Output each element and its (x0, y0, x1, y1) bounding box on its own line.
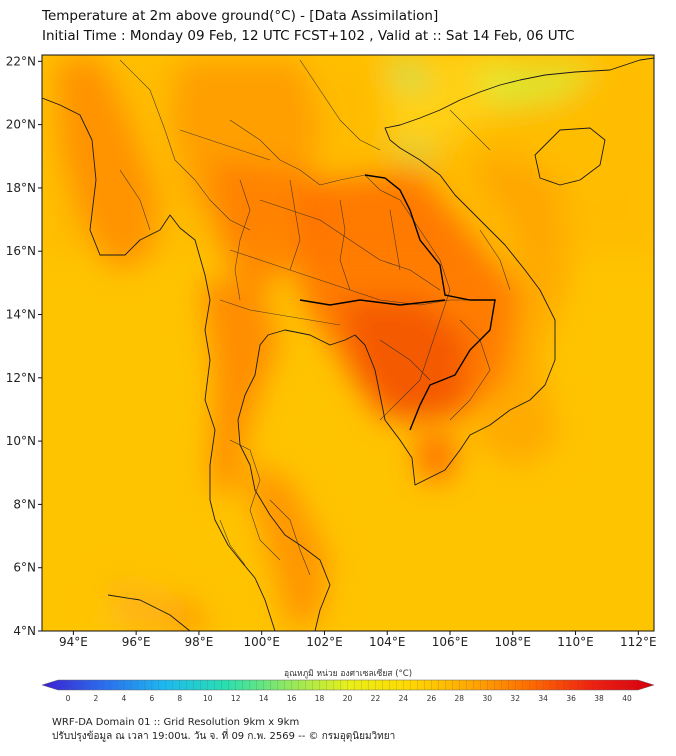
latitude-axis: 22°N 20°N 18°N 16°N 14°N 12°N 10°N 8°N 6°N 4°N (6, 54, 42, 638)
colorbar: 0 2 4 6 8 10 12 14 16 18 20 22 24 26 28 30 32 34 36 38 40 (41, 679, 655, 703)
lat-tick-label: 6°N (13, 561, 36, 575)
lon-tick-label: 104°E (369, 635, 406, 649)
lon-tick-label: 96°E (122, 635, 151, 649)
admin-borders (119, 59, 511, 576)
colorbar-tick-label: 34 (538, 694, 548, 703)
colorbar-title: อุณหภูมิ หน่วย องศาเซลเซียส (°C) (284, 668, 412, 679)
colorbar-tick-label: 32 (510, 694, 520, 703)
lat-tick-label: 20°N (6, 118, 36, 132)
lon-tick-label: 102°E (306, 635, 343, 649)
colorbar-tick-label: 28 (455, 694, 465, 703)
lon-tick-label: 94°E (59, 635, 88, 649)
colorbar-tick-label: 38 (594, 694, 604, 703)
colorbar-tick-label: 30 (482, 694, 492, 703)
coastlines (42, 57, 654, 631)
chart-title: Temperature at 2m above ground(°C) - [Da… (42, 8, 439, 24)
colorbar-tick-label: 8 (177, 694, 182, 703)
lon-tick-label: 112°E (620, 635, 657, 649)
lon-tick-label: 100°E (243, 635, 280, 649)
lat-tick-label: 18°N (6, 181, 36, 195)
map-frame (41, 54, 655, 632)
colorbar-tick-label: 24 (399, 694, 409, 703)
map-plot-area (42, 55, 654, 631)
lon-tick-label: 106°E (432, 635, 469, 649)
lon-tick-label: 98°E (184, 635, 213, 649)
footer: WRF-DA Domain 01 :: Grid Resolution 9km … (52, 716, 395, 744)
lat-tick-label: 22°N (6, 54, 36, 68)
lat-tick-label: 4°N (13, 624, 36, 638)
lat-tick-label: 12°N (6, 371, 36, 385)
colorbar-tick-label: 22 (371, 694, 381, 703)
colorbar-tick-label: 12 (231, 694, 241, 703)
colorbar-tick-label: 14 (259, 694, 269, 703)
lat-tick-label: 10°N (6, 434, 36, 448)
colorbar-tick-label: 40 (622, 694, 632, 703)
colorbar-tick-label: 18 (315, 694, 325, 703)
colorbar-tick-label: 20 (343, 694, 353, 703)
lat-tick-label: 16°N (6, 244, 36, 258)
colorbar-tick-label: 36 (566, 694, 576, 703)
lon-tick-label: 108°E (495, 635, 532, 649)
lat-tick-label: 8°N (13, 497, 36, 511)
international-borders (299, 174, 496, 431)
colorbar-ticks: 0 2 4 6 8 10 12 14 16 18 20 22 24 26 28 30 32 34 36 38 40 (66, 680, 632, 703)
colorbar-scale (41, 679, 655, 691)
lon-tick-label: 110°E (557, 635, 594, 649)
colorbar-tick-label: 6 (149, 694, 154, 703)
chart-subtitle: Initial Time : Monday 09 Feb, 12 UTC FCS… (42, 28, 575, 44)
colorbar-tick-label: 4 (122, 694, 127, 703)
longitude-axis: 94°E 96°E 98°E 100°E 102°E 104°E 106°E 108°E 110… (59, 631, 657, 649)
colorbar-tick-label: 2 (94, 694, 99, 703)
colorbar-tick-label: 10 (203, 694, 213, 703)
colorbar-tick-label: 0 (66, 694, 71, 703)
temperature-shading (42, 55, 654, 631)
footer-model-info: WRF-DA Domain 01 :: Grid Resolution 9km … (52, 717, 300, 728)
colorbar-tick-label: 26 (427, 694, 437, 703)
colorbar-tick-label: 16 (287, 694, 297, 703)
lat-tick-label: 14°N (6, 308, 36, 322)
chart-title-block: Temperature at 2m above ground(°C) - [Da… (42, 6, 575, 46)
footer-update-info: ปรับปรุงข้อมูล ณ เวลา 19:00น. วัน จ. ที่… (52, 731, 396, 742)
